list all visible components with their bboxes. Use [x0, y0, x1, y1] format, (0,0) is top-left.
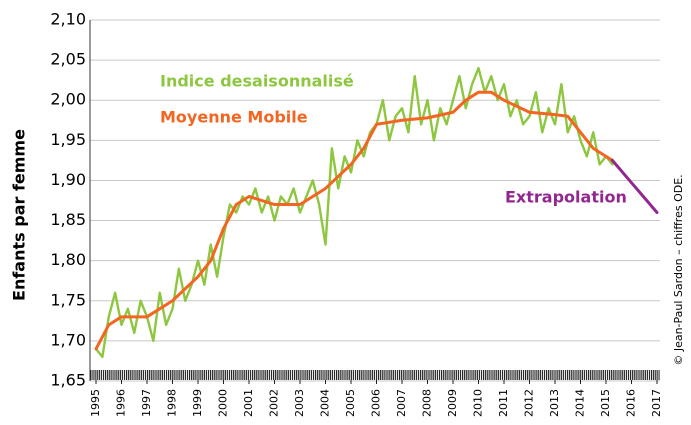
x-tick-label: 2015	[599, 389, 612, 417]
series-label: Indice desaisonnalisé	[160, 72, 354, 91]
x-tick-label: 1997	[140, 389, 153, 417]
x-tick-label: 2003	[293, 389, 306, 417]
x-tick-label: 2013	[548, 389, 561, 417]
x-tick-label: 2012	[523, 389, 536, 417]
y-axis-title: Enfants par femme	[10, 129, 29, 301]
y-tick-label: 2,05	[50, 50, 86, 69]
y-tick-label: 1,80	[50, 250, 86, 269]
y-tick-label: 1,65	[50, 371, 86, 390]
x-tick-label: 2004	[319, 389, 332, 417]
credit: © Jean-Paul Sardon – chiffres ODE.	[672, 174, 685, 365]
x-tick-label: 2005	[344, 389, 357, 417]
x-tick-label: 2009	[446, 389, 459, 417]
x-tick-label: 2011	[497, 389, 510, 417]
x-tick-label: 1999	[191, 389, 204, 417]
series-line	[94, 66, 614, 359]
series-label: Extrapolation	[505, 188, 627, 207]
x-tick-label: 2000	[217, 389, 230, 417]
y-tick-label: 1,85	[50, 210, 86, 229]
x-tick-label: 2007	[395, 389, 408, 417]
series-line	[610, 158, 659, 215]
x-tick-label: 1996	[115, 389, 128, 417]
series-line	[94, 90, 614, 351]
x-axis-band	[90, 370, 660, 380]
x-tick-label: 2008	[421, 389, 434, 417]
x-tick-label: 2006	[370, 389, 383, 417]
x-tick-label: 1995	[89, 389, 102, 417]
y-tick-label: 2,00	[50, 90, 86, 109]
x-tick-label: 2016	[625, 389, 638, 417]
x-tick-label: 2014	[574, 389, 587, 417]
y-tick-label: 1,90	[50, 170, 86, 189]
series-label: Moyenne Mobile	[160, 108, 308, 127]
y-tick-label: 1,95	[50, 130, 86, 149]
x-tick-label: 2010	[472, 389, 485, 417]
x-tick-label: 1998	[166, 389, 179, 417]
x-tick-label: 2017	[650, 389, 663, 417]
x-tick-label: 2001	[242, 389, 255, 417]
y-tick-label: 2,10	[50, 10, 86, 29]
y-tick-label: 1,70	[50, 330, 86, 349]
x-tick-label: 2002	[268, 389, 281, 417]
y-tick-label: 1,75	[50, 290, 86, 309]
